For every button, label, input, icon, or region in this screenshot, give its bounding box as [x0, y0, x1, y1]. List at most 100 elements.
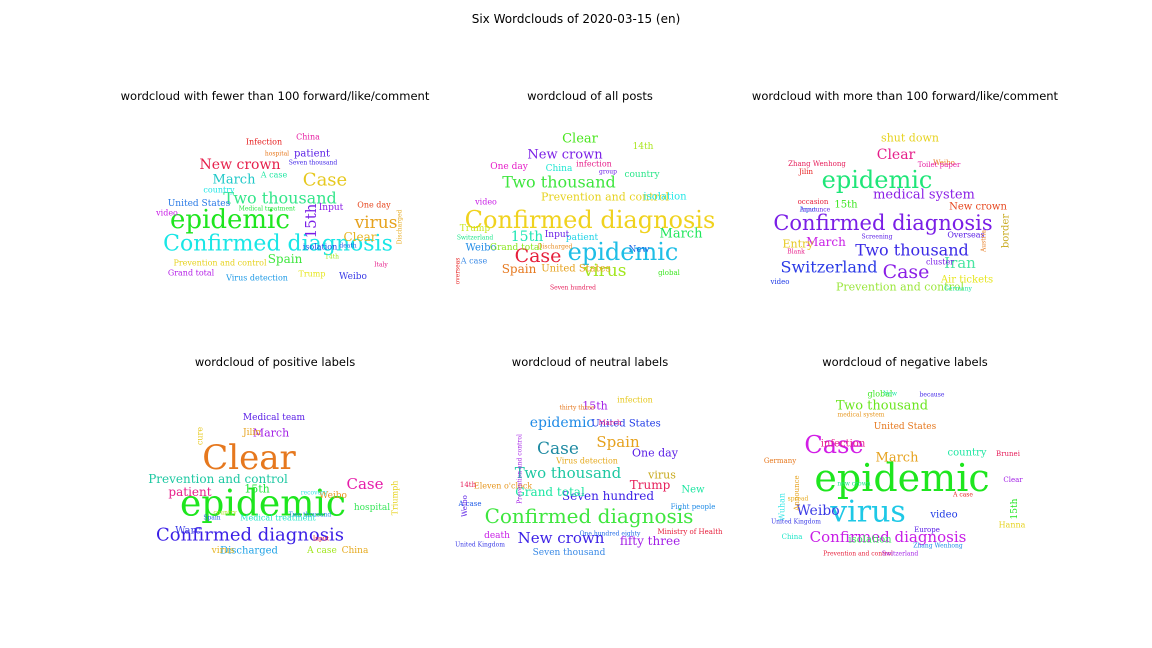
wordcloud: epidemic Confirmed diagnosis Two thousand S… — [740, 107, 1070, 307]
word-patient: patient — [168, 485, 211, 499]
word-infection: infection — [617, 396, 653, 405]
word-new-crown: New crown — [518, 529, 605, 547]
word-two-thousand: Two thousand — [515, 464, 622, 482]
word-global: global — [658, 269, 681, 277]
word-input: Input — [800, 207, 817, 214]
word-screening: Screening — [862, 234, 893, 241]
word-zhang-wenhong: Zhang Wenhong — [913, 543, 963, 550]
panel-title: wordcloud of negative labels — [822, 355, 988, 369]
word-15th: 15th — [302, 203, 320, 238]
word-input: Input — [545, 230, 570, 240]
word-spain: Spain — [596, 433, 640, 451]
word-video: video — [929, 510, 957, 521]
word-hanna: Hanna — [999, 521, 1026, 530]
word-country: country — [203, 186, 235, 195]
word-clear: Clear — [877, 147, 916, 163]
word-two-thousand: Two thousand — [502, 173, 615, 192]
word-epidemic: epidemic — [530, 415, 595, 431]
wordcloud-panel-neutral: wordcloud of neutral labels Confirmed di… — [425, 355, 755, 585]
word-case: Case — [347, 475, 384, 493]
word-death: death — [339, 243, 356, 250]
word-medical-team: Medical team — [243, 413, 306, 423]
word-weibo: Weibo — [465, 243, 496, 254]
word-spread: spread — [788, 496, 809, 503]
word-china: China — [782, 533, 803, 541]
word-a-case: A case — [460, 257, 488, 266]
word-march: March — [806, 235, 846, 249]
word-isolation: isolation — [848, 535, 892, 546]
word-shut-down: shut down — [881, 132, 939, 145]
word-germany: Germany — [944, 286, 972, 293]
word-trump: Trump — [460, 224, 491, 234]
word-new: New — [629, 245, 650, 255]
wordcloud: epidemic Clear Confirmed diagnosis Preventi… — [110, 373, 440, 573]
word-epidemic: epidemic — [568, 238, 679, 266]
word-one-day: One day — [357, 201, 391, 210]
word-one-hundred-eighty: One hundred eighty — [580, 531, 641, 538]
wordcloud-canvas: epidemic Clear Confirmed diagnosis Preventi… — [148, 413, 400, 557]
word-new-crown: New crown — [949, 202, 1007, 213]
word-brunei: Brunei — [996, 450, 1021, 458]
word-switzerland: Switzerland — [882, 551, 919, 558]
word-confirmed-diagnosis: Confirmed diagnosis — [773, 211, 992, 235]
word-march: March — [660, 227, 704, 242]
word-15th: 15th — [582, 400, 608, 413]
word-medical-treatment: Medical treatment — [239, 206, 296, 213]
word-prevention-and-control: Prevention and control — [541, 191, 669, 204]
word-prevention-and-control: Prevention and control — [173, 259, 267, 268]
word-hospital: hospital — [354, 503, 390, 513]
word-trump: Trump — [630, 478, 671, 492]
word-europe: Europe — [914, 526, 940, 534]
word-united-states: United States — [168, 199, 231, 209]
word-confirmed-diagnosis: Confirmed diagnosis — [810, 528, 967, 546]
wordcloud: Confirmed diagnosis epidemic Two thousand C… — [110, 107, 440, 307]
word-entry: Entry — [782, 238, 814, 251]
word-trump: Trump — [298, 270, 325, 279]
word-case: Case — [537, 439, 579, 459]
word-epidemic: epidemic — [814, 456, 989, 500]
word-group: group — [599, 169, 617, 176]
word-country: country — [624, 170, 660, 180]
word-infection: infection — [576, 160, 612, 169]
word-14th: 14th — [633, 142, 654, 152]
word-case: Case — [515, 245, 562, 267]
word-march: March — [253, 427, 289, 440]
word-thirty-three: thirty three — [559, 405, 594, 412]
word-epidemic: epidemic — [170, 205, 290, 235]
word-weibo: Weibo — [796, 503, 839, 519]
word-virus-detection: Virus detection — [555, 457, 618, 466]
word-14th: 14th — [460, 481, 477, 489]
word-video: video — [769, 278, 789, 286]
word-zhang-wenhong: Zhang Wenhong — [788, 160, 846, 168]
word-case: Case — [883, 261, 930, 283]
word-new: New — [681, 485, 705, 496]
word-weibo: Weibo — [319, 491, 347, 501]
word-triumph: Triumph — [391, 481, 400, 516]
word-virus: virus — [211, 546, 235, 556]
word-patient: patient — [294, 149, 330, 160]
word-virus: virus — [647, 469, 676, 482]
word-jilin: Jilin — [798, 168, 814, 176]
word-case: Case — [303, 170, 347, 191]
word-a-case: A case — [952, 492, 973, 499]
word-blank: Blank — [787, 249, 805, 256]
word-two-thousand: Two thousand — [223, 189, 336, 208]
word-wuhan: Wuhan — [778, 493, 787, 521]
word-country: country — [213, 510, 237, 517]
word-china: China — [342, 546, 369, 556]
word-clear: Clear — [562, 132, 599, 147]
word-seven-thousand: Seven thousand — [289, 160, 338, 167]
word-15th: 15th — [244, 483, 270, 496]
word-infection: Infection — [246, 138, 282, 147]
word-input: Input — [313, 536, 330, 543]
word-overseas: Overseas — [947, 231, 984, 240]
word-epidemic: epidemic — [822, 166, 933, 194]
word-spain: Spain — [502, 262, 537, 276]
wordcloud-canvas: Confirmed diagnosis Two thousand Case epide… — [455, 396, 723, 559]
wordcloud-panel-low-engagement: wordcloud with fewer than 100 forward/li… — [110, 89, 440, 319]
word-medical-treatment: Medical treatment — [240, 514, 316, 523]
word-two-thousand: Two thousand — [289, 512, 332, 519]
word-austria: Austria — [981, 230, 988, 253]
word-air-tickets: Air tickets — [940, 275, 993, 286]
word-a-case: A case — [306, 546, 337, 556]
